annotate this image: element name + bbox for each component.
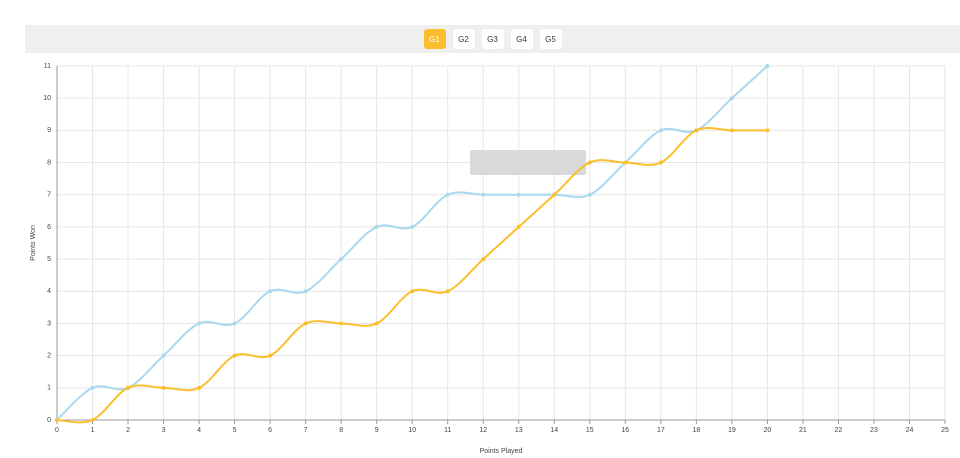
point xyxy=(587,160,592,165)
point xyxy=(658,128,663,133)
x-tick-label: 10 xyxy=(408,427,416,434)
x-tick-label: 1 xyxy=(91,427,95,434)
point xyxy=(303,321,308,326)
point xyxy=(658,160,663,165)
point xyxy=(587,192,592,197)
x-tick-label: 2 xyxy=(126,427,130,434)
tab-bar: G1 G2 G3 G4 G5 xyxy=(25,25,960,53)
point xyxy=(55,418,59,422)
y-tick-label: 2 xyxy=(47,352,51,359)
tooltip xyxy=(470,150,586,175)
y-tick-label: 10 xyxy=(43,95,51,102)
x-tick-label: 14 xyxy=(550,427,558,434)
y-tick-label: 0 xyxy=(47,417,51,424)
x-tick-label: 22 xyxy=(835,427,843,434)
point xyxy=(410,224,415,229)
point xyxy=(410,289,415,294)
y-tick-label: 6 xyxy=(47,224,51,231)
point xyxy=(339,257,344,262)
tab[interactable]: G3 xyxy=(481,29,504,49)
point xyxy=(268,353,273,358)
point xyxy=(552,192,557,197)
x-tick-label: 7 xyxy=(304,427,308,434)
point xyxy=(161,353,166,358)
point xyxy=(765,64,770,68)
point xyxy=(481,257,486,262)
point xyxy=(516,192,521,197)
point xyxy=(445,192,450,197)
x-tick-label: 25 xyxy=(941,427,949,434)
x-tick-label: 4 xyxy=(197,427,201,434)
y-tick-label: 4 xyxy=(47,288,51,295)
x-tick-label: 11 xyxy=(444,427,451,434)
point xyxy=(729,128,734,133)
point xyxy=(765,128,770,133)
x-tick-label: 23 xyxy=(870,427,878,434)
point xyxy=(623,160,628,165)
x-tick-label: 13 xyxy=(515,427,523,434)
x-axis-label: Points Played xyxy=(480,448,523,455)
y-tick-label: 8 xyxy=(47,159,51,166)
point xyxy=(126,385,131,390)
x-tick-label: 12 xyxy=(479,427,487,434)
point xyxy=(197,321,202,326)
x-tick-label: 19 xyxy=(728,427,736,434)
point xyxy=(445,289,450,294)
x-tick-label: 21 xyxy=(799,427,807,434)
y-tick-label: 7 xyxy=(47,192,51,199)
tab[interactable]: G1 xyxy=(423,29,446,49)
point xyxy=(481,192,486,197)
point xyxy=(232,321,237,326)
y-tick-label: 1 xyxy=(47,385,51,392)
x-tick-label: 17 xyxy=(657,427,665,434)
point xyxy=(694,128,699,133)
x-tick-label: 6 xyxy=(268,427,272,434)
y-tick-label: 5 xyxy=(47,256,51,263)
point xyxy=(729,96,734,101)
point xyxy=(303,289,308,294)
tab[interactable]: G2 xyxy=(452,29,475,49)
y-axis-label: Points Won xyxy=(30,225,37,261)
tab[interactable]: G5 xyxy=(539,29,562,49)
point xyxy=(374,224,379,229)
y-tick-label: 9 xyxy=(47,127,51,134)
point xyxy=(339,321,344,326)
x-tick-label: 5 xyxy=(233,427,237,434)
y-tick-label: 3 xyxy=(47,320,51,327)
x-tick-label: 24 xyxy=(906,427,914,434)
x-tick-label: 3 xyxy=(162,427,166,434)
y-tick-label: 11 xyxy=(44,63,51,70)
point xyxy=(374,321,379,326)
point xyxy=(516,224,521,229)
point xyxy=(232,353,237,358)
x-tick-label: 20 xyxy=(764,427,772,434)
point xyxy=(90,418,95,422)
x-tick-label: 18 xyxy=(692,427,700,434)
point xyxy=(268,289,273,294)
x-tick-label: 15 xyxy=(586,427,594,434)
tab[interactable]: G4 xyxy=(510,29,533,49)
x-tick-label: 0 xyxy=(55,427,59,434)
point xyxy=(197,385,202,390)
x-tick-label: 9 xyxy=(375,427,379,434)
point xyxy=(161,385,166,390)
x-tick-label: 16 xyxy=(621,427,629,434)
point xyxy=(90,385,95,390)
x-tick-label: 8 xyxy=(339,427,343,434)
